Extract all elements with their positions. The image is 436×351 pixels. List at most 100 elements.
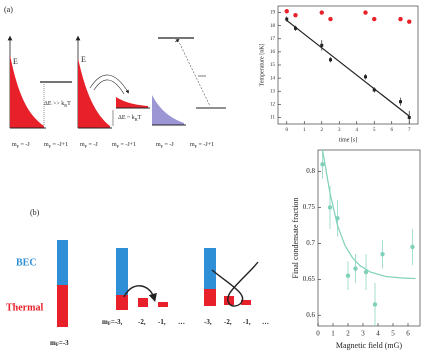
point <box>327 205 333 210</box>
x-tick-label: 0 <box>316 330 320 338</box>
point <box>407 19 412 24</box>
point <box>319 10 324 15</box>
label-text: ΔE ~ k <box>118 115 135 121</box>
label: -2, <box>224 318 232 326</box>
label-text: =-3, <box>111 318 123 326</box>
label-text: m <box>80 142 85 148</box>
label: mF = -J+1 <box>44 142 68 149</box>
y-tick-label: 0.75 <box>303 203 316 211</box>
point <box>363 269 369 275</box>
label-text: m <box>112 142 117 148</box>
y-axis-label: Final condensate fraction <box>291 198 300 279</box>
label: … <box>262 318 269 326</box>
x-tick-label: 5 <box>391 330 395 338</box>
fit-line <box>321 149 416 280</box>
y-tick-label: 0.65 <box>303 275 316 283</box>
label-text: ΔE >> k <box>44 101 64 107</box>
energy-label: E <box>13 57 18 66</box>
x-tick-label: 6 <box>391 128 394 133</box>
label: mF = -J <box>12 142 30 149</box>
label: mF = -J <box>80 142 98 149</box>
label: -1, <box>158 318 166 326</box>
label-text: -1, <box>158 318 166 326</box>
x-tick-label: 0 <box>286 128 289 133</box>
x-axis-label: Magnetic field (mG) <box>336 341 403 350</box>
y-axis-label: Temperature [nK] <box>259 43 265 86</box>
point <box>284 9 289 14</box>
x-tick-label: 2 <box>321 128 324 133</box>
point <box>380 251 385 257</box>
point <box>364 75 367 79</box>
label: mF = -J+1 <box>112 142 136 149</box>
point <box>285 17 289 21</box>
label-subscript: F <box>117 144 120 149</box>
x-tick-label: 4 <box>356 128 359 133</box>
label-text: … <box>178 318 185 326</box>
y-tick-label: 19 <box>270 11 276 16</box>
label-subscript: F <box>56 343 59 348</box>
x-tick-label: 2 <box>346 330 350 338</box>
y-tick-label: 16 <box>270 50 276 55</box>
label-text: m <box>12 142 17 148</box>
point <box>363 10 368 15</box>
label-subscript: F <box>161 144 164 149</box>
label-text: m <box>50 339 56 347</box>
label-subscript: F <box>49 144 52 149</box>
x-tick-label: 3 <box>361 330 365 338</box>
point <box>407 115 411 119</box>
y-tick-label: 14 <box>270 76 276 81</box>
label-subscript: F <box>85 144 88 149</box>
label-subscript: F <box>108 322 111 327</box>
y-tick-label: 0.7 <box>306 239 315 247</box>
label-subscript: F <box>195 144 198 149</box>
label: mF=-3 <box>50 339 69 349</box>
label-text: m <box>44 142 49 148</box>
label-text: T <box>67 101 71 107</box>
label-text: … <box>262 318 269 326</box>
schematic <box>152 37 226 126</box>
x-tick-label: 6 <box>406 330 410 338</box>
energy-label: E <box>81 55 86 64</box>
thermal-label: Thermal <box>6 302 43 313</box>
label-subscript: B <box>135 117 138 122</box>
label: … <box>178 318 185 326</box>
plot-frame <box>317 149 421 327</box>
x-tick-label: 4 <box>376 330 380 338</box>
point <box>320 43 324 47</box>
label-text: = -J+1 <box>197 142 214 148</box>
label-text: -2, <box>224 318 232 326</box>
label: mF=-3, <box>102 318 123 328</box>
bec-label: BEC <box>16 257 37 268</box>
point <box>372 16 377 22</box>
y-tick-label: 12 <box>270 102 276 107</box>
label: ΔE ~ kBT <box>118 115 142 122</box>
y-tick-label: 17 <box>270 37 276 42</box>
label-text: = -J <box>163 142 174 148</box>
x-tick-label: 1 <box>303 128 306 133</box>
label-text: -2, <box>138 318 146 326</box>
label: -1, <box>243 318 251 326</box>
y-tick-label: 15 <box>270 63 276 68</box>
label: mF = -J <box>156 142 174 149</box>
y-tick-label: 13 <box>270 89 276 94</box>
label-text: -1, <box>243 318 251 326</box>
y-tick-label: 18 <box>270 24 276 29</box>
y-tick-label: 11 <box>270 116 275 121</box>
label-text: m <box>156 142 161 148</box>
point <box>293 12 298 18</box>
x-tick-label: 3 <box>338 128 341 133</box>
label-text: T <box>138 115 142 121</box>
label-text: = -J <box>87 142 98 148</box>
fit-line <box>286 19 410 117</box>
label-subscript: F <box>17 144 20 149</box>
point <box>398 16 403 22</box>
schematic <box>75 35 150 129</box>
label: -3, <box>204 318 212 326</box>
x-tick-label: 7 <box>408 128 411 133</box>
label: -2, <box>138 318 146 326</box>
label-text: =-3 <box>59 339 69 347</box>
label-text: = -J+1 <box>119 142 136 148</box>
point <box>372 302 378 307</box>
